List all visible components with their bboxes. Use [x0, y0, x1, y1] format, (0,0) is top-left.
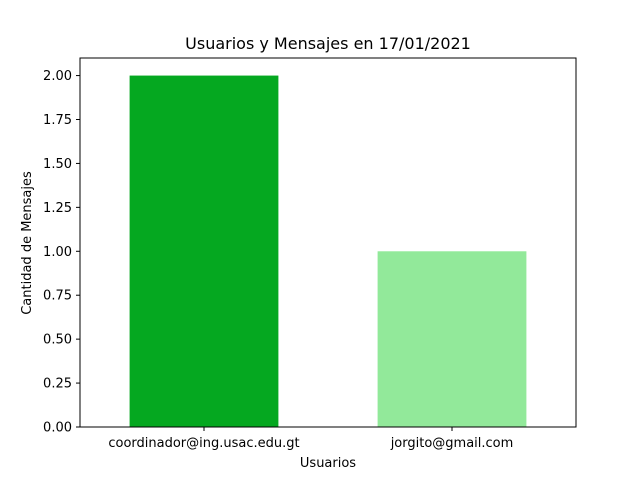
x-tick-label: jorgito@gmail.com [390, 436, 514, 451]
bar-1 [377, 251, 527, 427]
y-axis-label: Cantidad de Mensajes [20, 171, 35, 315]
y-tick-label: 0.75 [43, 289, 72, 304]
y-tick-label: 2.00 [43, 69, 72, 84]
x-tick-label: coordinador@ing.usac.edu.gt [108, 436, 299, 451]
y-tick-label: 1.75 [43, 113, 72, 128]
y-tick-label: 1.50 [43, 157, 72, 172]
y-tick-label: 0.25 [43, 377, 72, 392]
plot-frame [79, 57, 577, 428]
chart-title: Usuarios y Mensajes en 17/01/2021 [185, 34, 471, 53]
bar-0 [129, 75, 279, 428]
plot-area: 0.00 0.25 0.50 0.75 1.00 1.25 1.50 1.75 2.00 coor… [43, 57, 577, 451]
y-tick-label: 0.00 [43, 421, 72, 436]
y-tick-label: 1.00 [43, 245, 72, 260]
x-axis-label: Usuarios [300, 456, 356, 471]
y-tick-label: 1.25 [43, 201, 72, 216]
y-tick-label: 0.50 [43, 333, 72, 348]
